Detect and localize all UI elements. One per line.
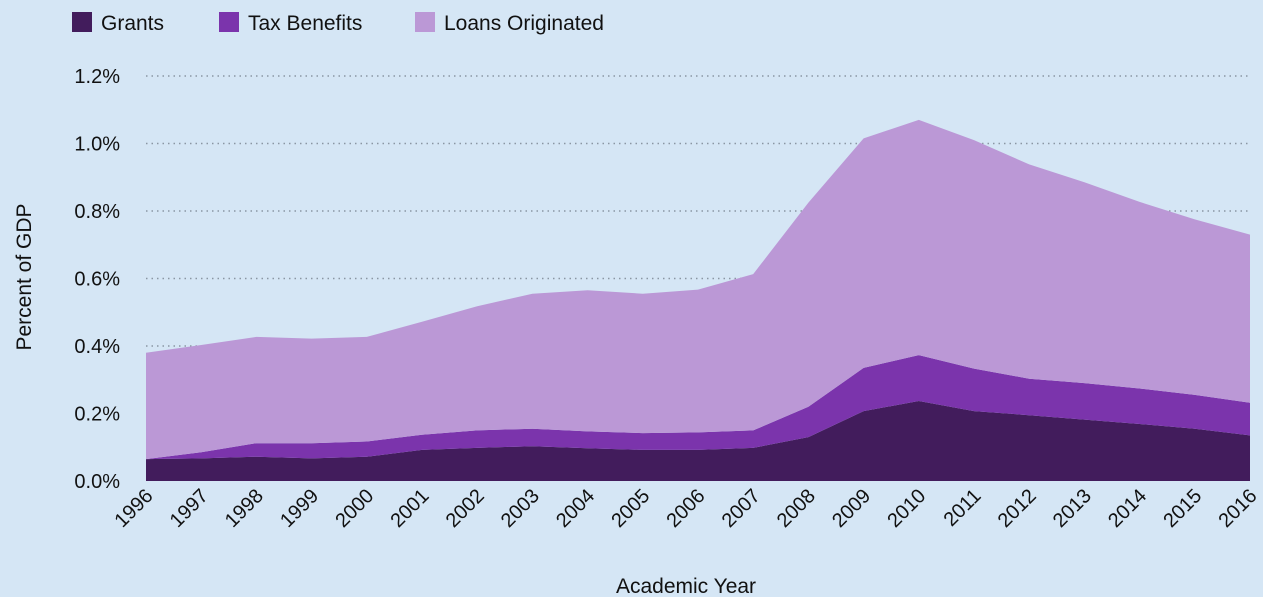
x-tick-label: 2002 — [442, 485, 489, 532]
x-tick-label: 2012 — [994, 485, 1041, 532]
legend-label: Loans Originated — [444, 12, 604, 35]
x-tick-label: 2009 — [828, 485, 875, 532]
legend-label: Grants — [101, 12, 164, 35]
x-tick-label: 2015 — [1159, 485, 1206, 532]
legend-swatch — [72, 12, 92, 32]
area-tax-benefits — [146, 355, 1250, 460]
y-tick-label: 0.0% — [74, 471, 120, 493]
x-tick-label: 2007 — [718, 485, 765, 532]
y-tick-label: 0.8% — [74, 201, 120, 223]
x-tick-label: 2010 — [883, 485, 930, 532]
legend-swatch — [415, 12, 435, 32]
x-tick-label: 2003 — [497, 485, 544, 532]
y-tick-label: 0.6% — [74, 269, 120, 291]
legend-swatch — [219, 12, 239, 32]
x-tick-label: 2000 — [331, 485, 378, 532]
x-tick-label: 1997 — [166, 485, 213, 532]
x-tick-label: 2005 — [607, 485, 654, 532]
x-tick-label: 1999 — [276, 485, 323, 532]
y-tick-label: 1.2% — [74, 66, 120, 88]
y-tick-label: 0.2% — [74, 404, 120, 426]
y-tick-label: 1.0% — [74, 134, 120, 156]
area-loans-originated — [146, 119, 1250, 460]
legend: Grants Tax Benefits Loans Originated — [72, 12, 604, 35]
legend-item-loans-originated: Loans Originated — [415, 12, 604, 35]
x-tick-label: 1998 — [221, 485, 268, 532]
x-tick-label: 2014 — [1104, 485, 1151, 532]
y-axis-ticks: 0.0% 0.2% 0.4% 0.6% 0.8% 1.0% 1.2% — [74, 66, 120, 493]
y-tick-label: 0.4% — [74, 336, 120, 358]
x-tick-label: 2013 — [1049, 485, 1096, 532]
y-axis-title: Percent of GDP — [13, 203, 36, 350]
legend-item-tax-benefits: Tax Benefits — [219, 12, 362, 35]
x-tick-label: 2001 — [387, 485, 434, 532]
area-grants — [146, 401, 1250, 481]
x-axis-ticks: 1996 1997 1998 1999 2000 2001 2002 2003 2004 2005… — [111, 485, 1262, 532]
x-axis-title: Academic Year — [616, 575, 756, 597]
x-tick-label: 2016 — [1215, 485, 1262, 532]
plot-areas — [146, 119, 1250, 481]
legend-label: Tax Benefits — [248, 12, 362, 35]
x-tick-label: 2011 — [940, 485, 986, 531]
legend-item-grants: Grants — [72, 12, 164, 35]
x-tick-label: 2004 — [552, 485, 599, 532]
x-tick-label: 2008 — [773, 485, 820, 532]
x-tick-label: 2006 — [663, 485, 710, 532]
